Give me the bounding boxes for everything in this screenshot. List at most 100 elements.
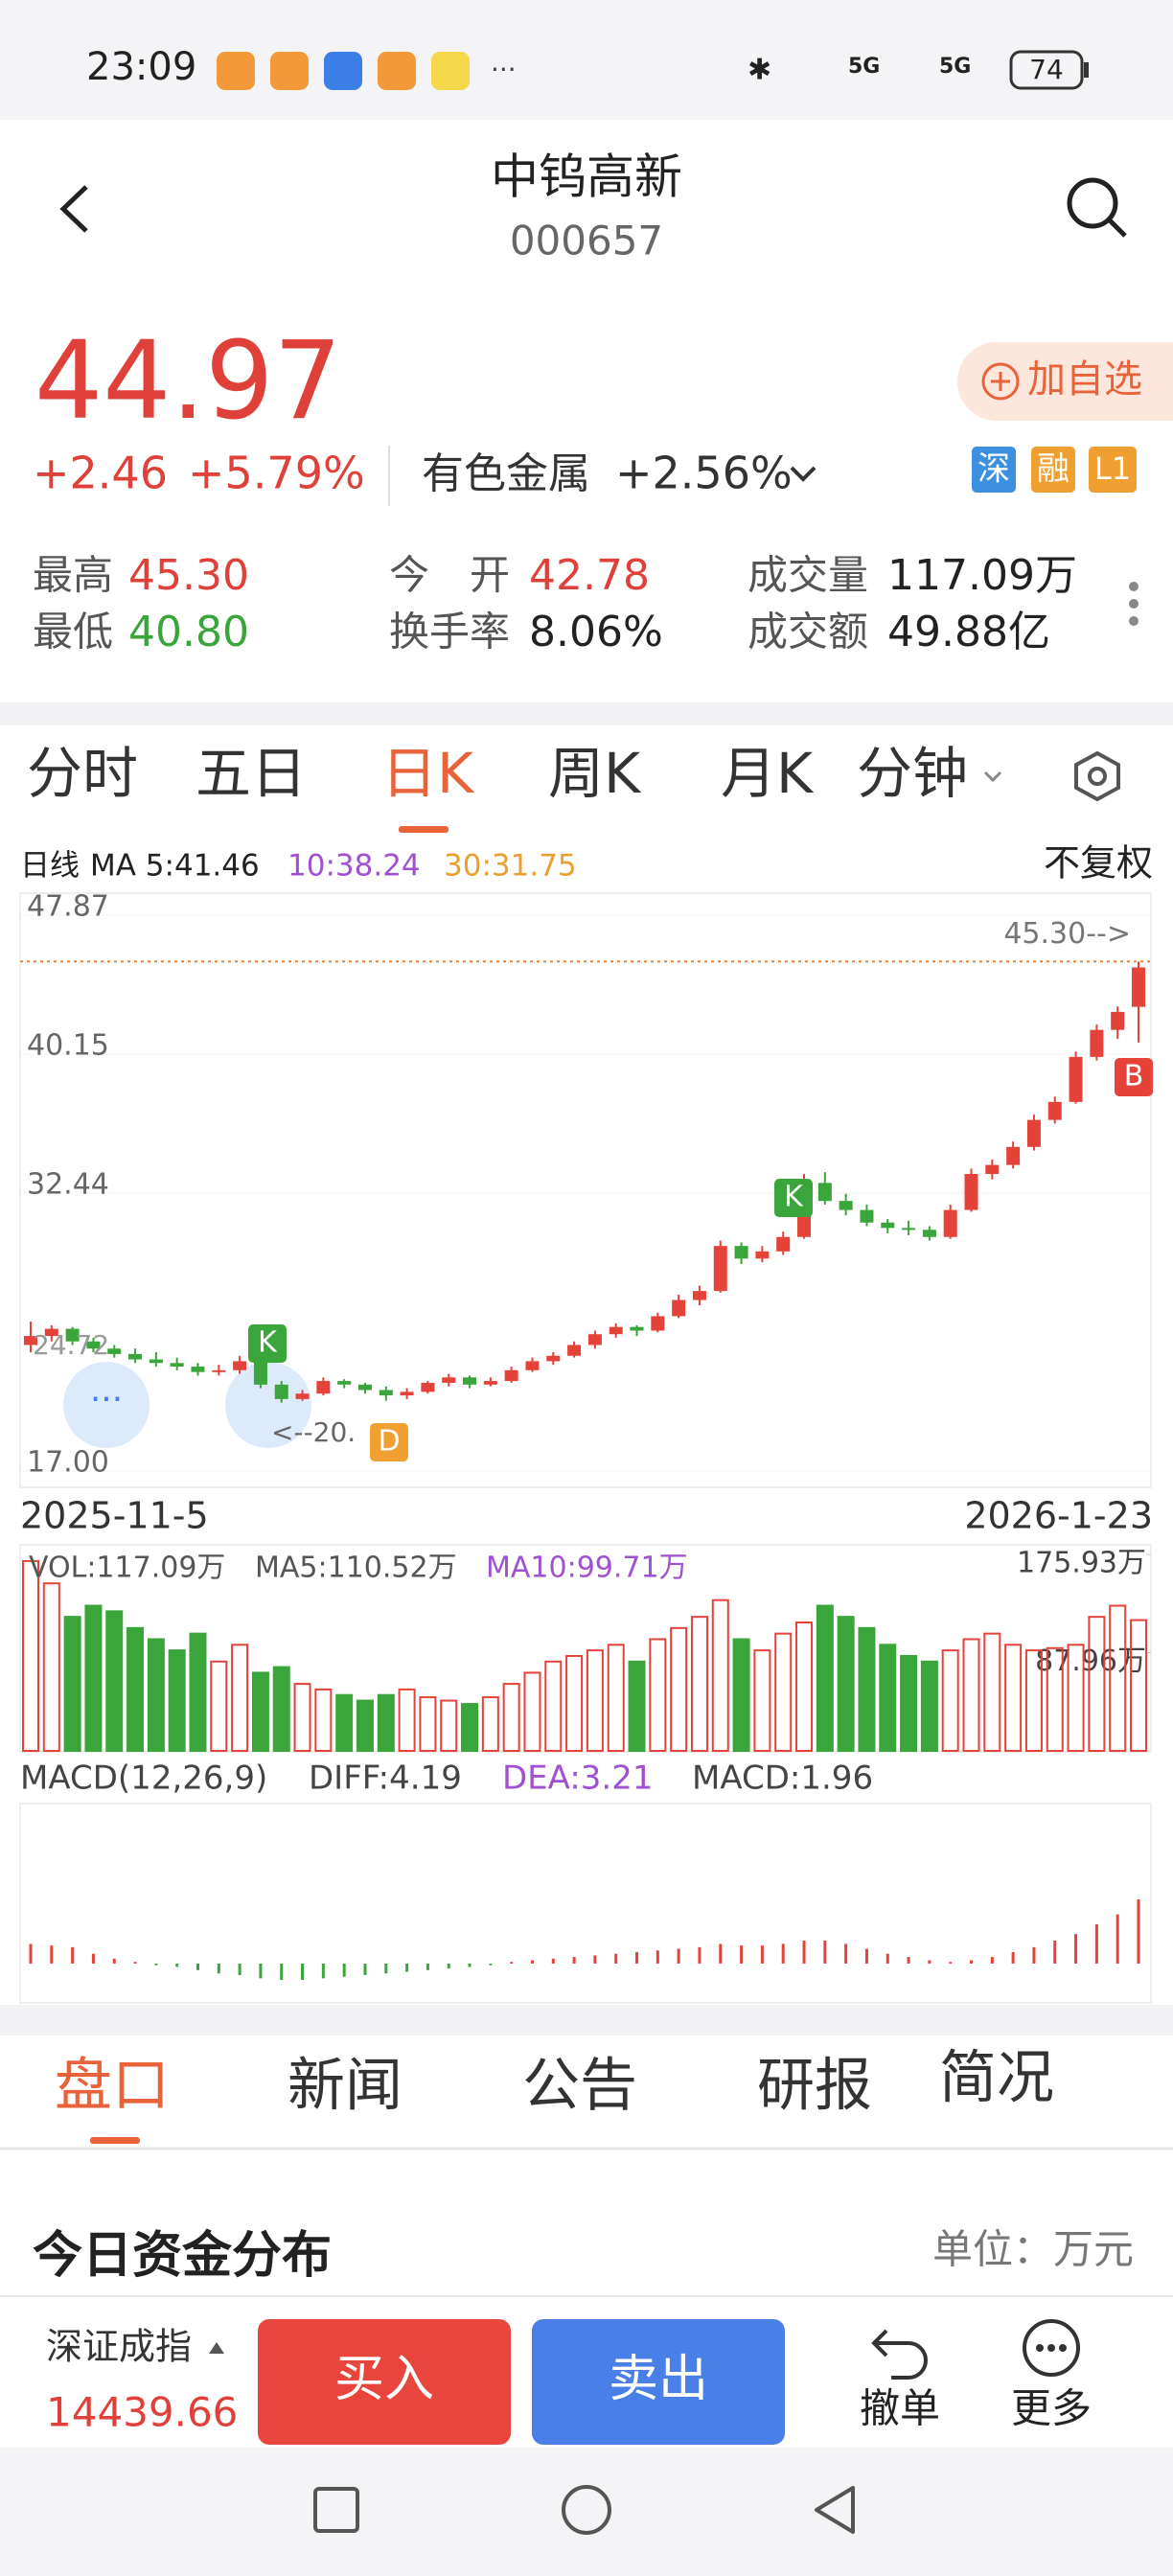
svg-text:5G: 5G [848,55,880,79]
stat-value: 45.30 [128,551,249,600]
volume-bar [147,1638,165,1753]
volume-bar [502,1683,520,1752]
info-tab[interactable]: 公告 [522,2053,637,2120]
candle-body [1026,1119,1041,1147]
vol-ma-label: MA5:110.52万 [255,1552,457,1585]
sector[interactable]: 有色金属 [422,449,590,498]
more-label[interactable]: 更多 [1011,2385,1092,2432]
cancel-label[interactable]: 撤单 [860,2385,940,2432]
candle-body [212,1369,226,1372]
volume-bar [398,1688,416,1752]
volume-bar [544,1660,563,1753]
add-watch-label[interactable]: 加自选 [1027,357,1142,402]
separator [0,702,1173,725]
period-tab[interactable]: 分钟 [857,741,968,806]
candle-body [587,1334,602,1346]
adjust-toggle[interactable]: 不复权 [1044,842,1153,885]
badge [972,447,1016,493]
volume-bar [1067,1644,1085,1753]
candle-body [107,1348,122,1354]
candle-body [922,1230,936,1237]
minute-chevron[interactable] [983,770,1002,783]
candle-body [902,1228,916,1230]
candle-body [776,1236,791,1252]
macd-frame [19,1803,1152,2004]
stat-label: 最高 [33,552,113,599]
volume-bar [649,1638,667,1753]
candle-body [672,1300,686,1317]
period-tab[interactable]: 月K [721,741,815,806]
info-tab-active[interactable]: 盘口 [55,2053,170,2120]
more-icon[interactable] [1023,2319,1080,2377]
candle-body [1090,1029,1104,1057]
back-button[interactable] [59,185,88,233]
volume-bar [314,1688,333,1752]
signal-label: D [378,1425,400,1459]
search-button[interactable] [1067,177,1127,238]
volume-bar [293,1683,311,1752]
volume-bar [210,1660,228,1753]
candle-body [24,1336,37,1346]
candle-body [463,1377,477,1385]
stat-value: 42.78 [529,551,650,600]
stat-label: 换手率 [389,609,510,656]
sector-change: +2.56% [615,448,793,499]
more-dots: ··· [90,1380,123,1419]
volume-bar [105,1610,124,1752]
volume-bar [941,1649,959,1753]
candle-body [442,1377,456,1383]
settings-button[interactable] [1074,750,1120,802]
change: +2.46 [33,448,168,499]
badge [1031,447,1075,493]
buy-label[interactable]: 买入 [334,2351,434,2408]
volume-bar [42,1582,60,1753]
home[interactable] [562,2485,611,2535]
signal-badge [1115,1058,1153,1096]
info-tab[interactable]: 简况 [939,2045,1054,2112]
more-stats[interactable] [1129,582,1138,626]
svg-text:5G: 5G [939,55,971,79]
cancel-icon[interactable] [871,2329,928,2380]
status-icons: ··· ✱ 5G 5G [217,50,1089,90]
volume-bar [189,1632,207,1752]
candle-body [233,1361,247,1370]
y-tick-label: 87.96万 [1035,1644,1146,1678]
macd-label: MACD:1.96 [692,1760,873,1798]
candle-body [1111,1011,1125,1030]
period-tab[interactable]: 周K [548,741,642,806]
period-tab[interactable]: 分时 [27,741,138,806]
volume-bar [774,1632,793,1752]
x-date-label: 2025-11-5 [20,1495,209,1537]
signal-label: B [1124,1060,1144,1093]
svg-text:✱: ✱ [748,54,771,87]
volume-bar [356,1699,374,1752]
settings-icon [1088,767,1107,786]
stat-value: 8.06% [529,608,663,656]
badge-label: L1 [1094,450,1131,487]
candle-body [86,1341,101,1349]
stat-value: 117.09万 [887,551,1077,600]
info-tab[interactable]: 新闻 [288,2053,402,2120]
period-tab[interactable]: 五日 [196,741,307,806]
volume-bar [607,1644,625,1753]
candle-body [504,1369,518,1382]
info-tab[interactable]: 研报 [757,2053,872,2120]
add-watch-button[interactable] [957,342,1173,421]
sector-chevron[interactable] [790,466,816,482]
sell-label[interactable]: 卖出 [609,2351,708,2408]
sell-button[interactable] [532,2319,785,2445]
candle-body [692,1291,706,1300]
buy-button[interactable] [258,2319,511,2445]
y-tick-label: 40.15 [27,1029,109,1063]
index-name[interactable]: 深证成指 [46,2326,192,2368]
macd-label: MACD(12,26,9) [20,1760,267,1798]
volume-bar [272,1666,290,1753]
period-tab-active[interactable]: 日K [381,741,475,806]
volume-bar [732,1638,750,1753]
recent-apps[interactable] [313,2487,359,2533]
back[interactable] [815,2486,855,2534]
vol-ma-label: MA10:99.71万 [486,1552,688,1585]
y-tick-label: 175.93万 [1017,1547,1146,1580]
candle-body [44,1328,58,1337]
